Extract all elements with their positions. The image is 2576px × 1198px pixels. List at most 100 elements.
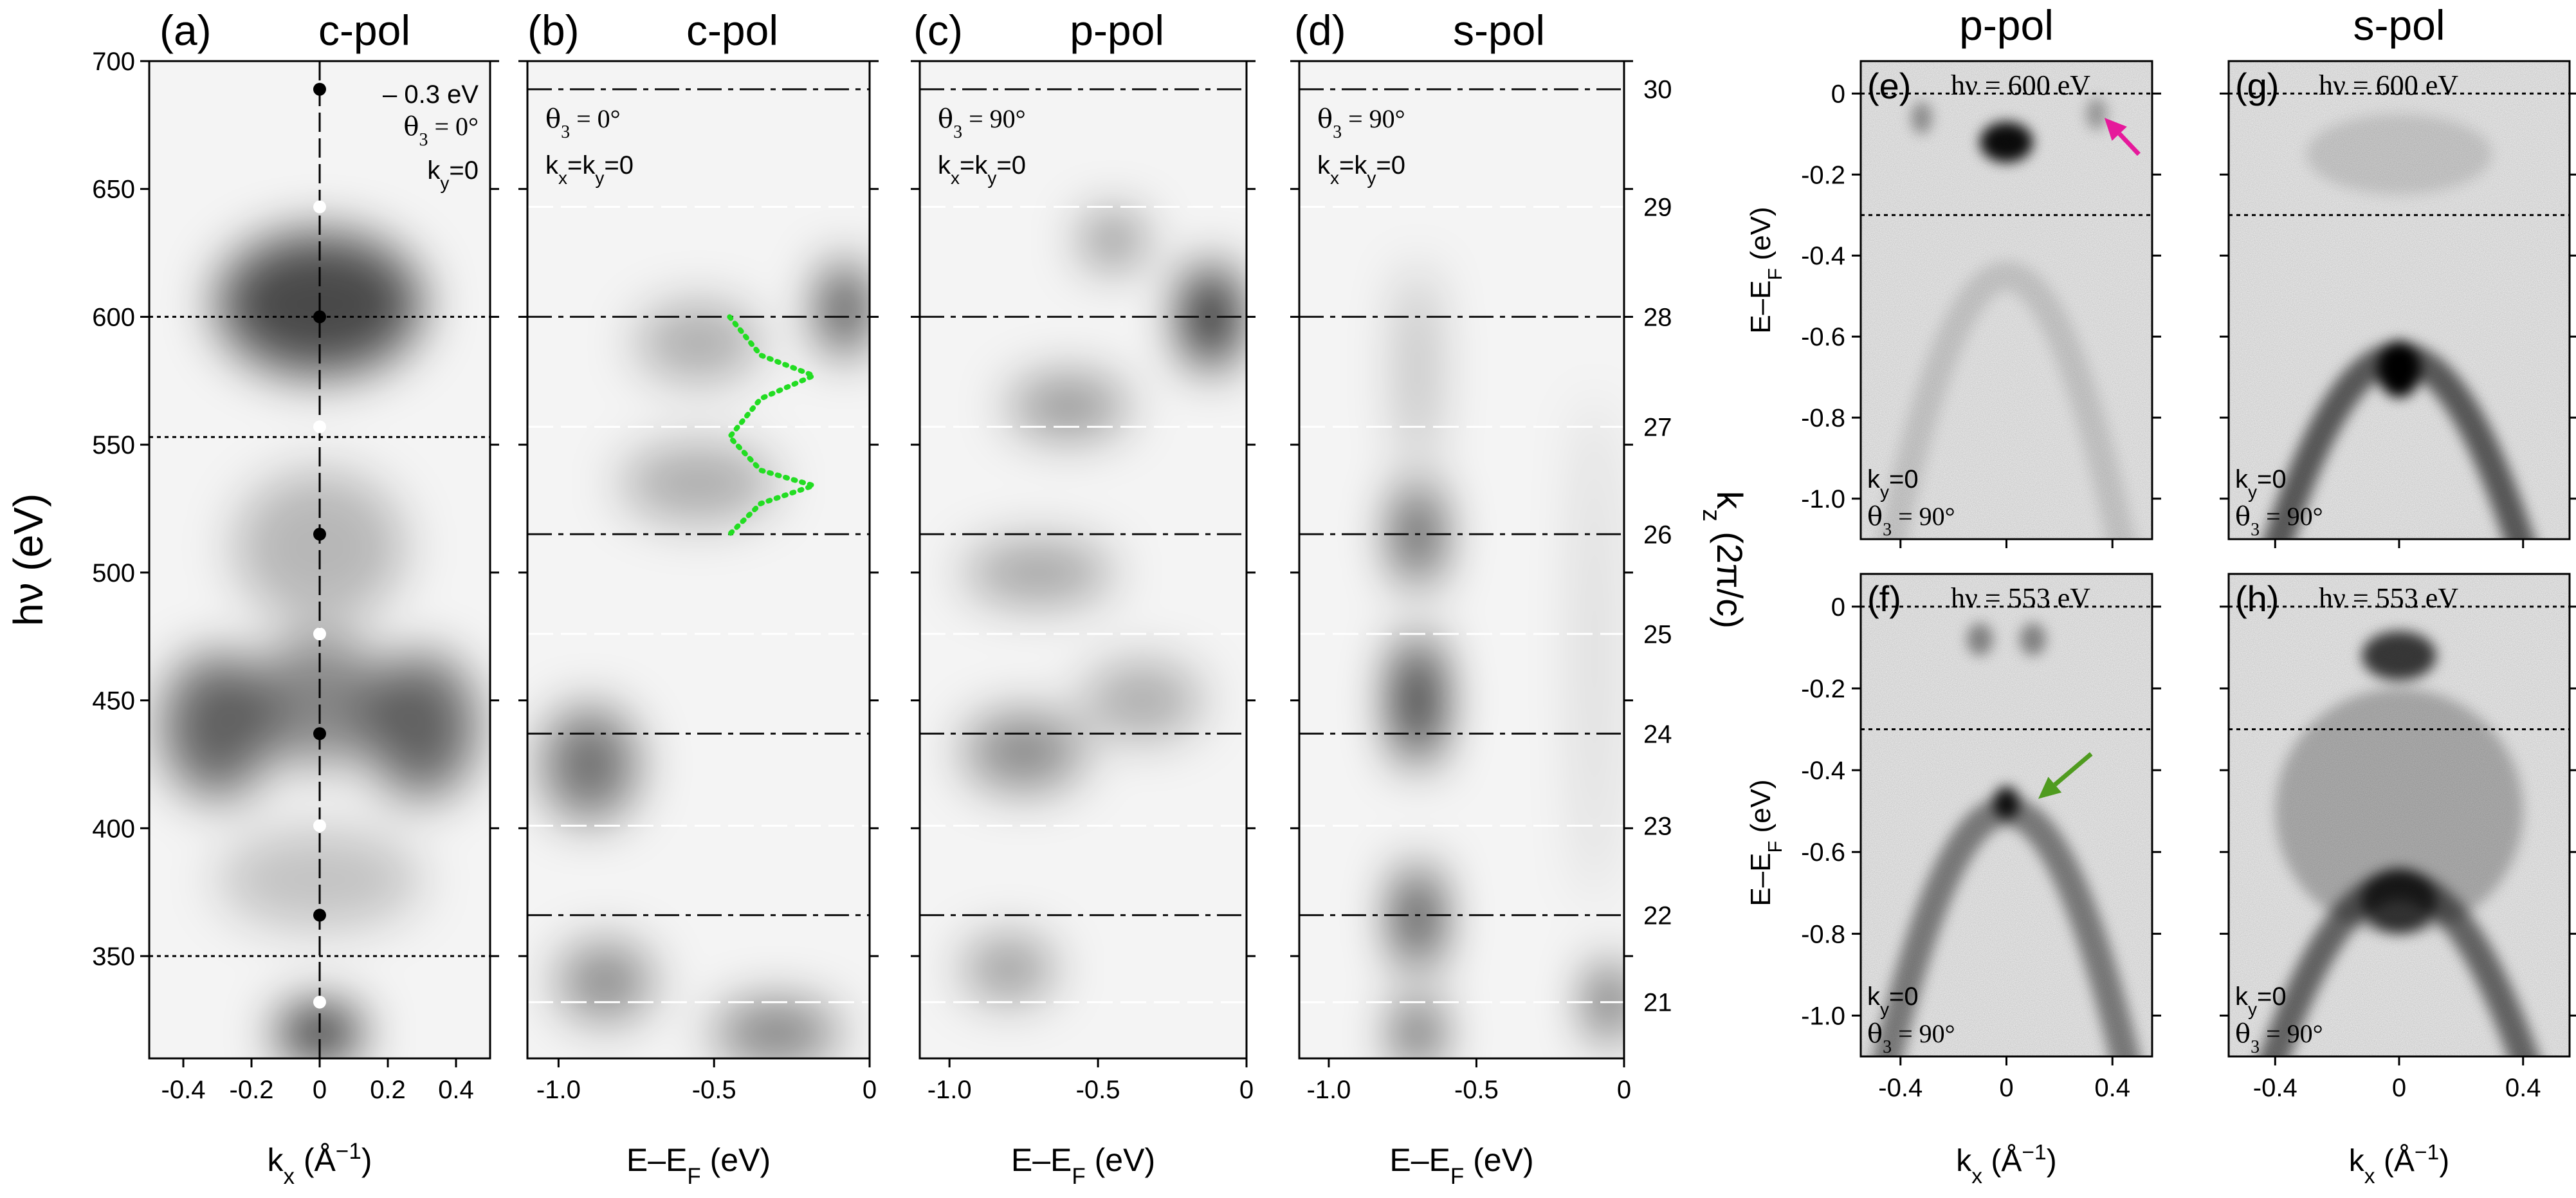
theta-annotation: θ3 = 90° [938,104,1026,142]
panel-a: -0.4 -0.2 0 0.2 0.4 350 400 450 500 550 600 650 700 h… [5,48,499,1189]
x-axis-title-part: x [2364,1165,2375,1188]
x-axis-title-part: ) [2439,1144,2449,1178]
ky-annotation-part: y [440,173,449,193]
y-axis-title-part: hν (eV) [5,493,51,626]
y-tick-label-part: 600 [92,303,135,331]
theta-annotation: θ3 = 90° [2235,1019,2323,1057]
y-tick-label-part: -1.0 [1801,485,1845,513]
x-tick-label: -0.5 [1076,1076,1120,1104]
x-axis-title-part: (Å [1982,1144,2022,1178]
kz-tick-label-part: 26 [1643,521,1672,549]
intensity-spot [1083,661,1202,739]
x-axis-title: kx (Å−1) [1956,1141,2056,1188]
y-tick-label: 550 [92,431,135,459]
y-tick-label: -0.4 [1801,242,1845,270]
noise-texture [2229,574,2570,1056]
intensity-spot [367,654,477,798]
intensity-layer [1396,265,1624,1058]
y-tick-label: 700 [92,48,135,76]
noise-texture [1861,61,2152,539]
kz-tick-label-part: 27 [1643,413,1672,441]
theta-annotation-part: 3 [419,130,428,150]
photon-energy: hν = 553 eV [1951,582,2090,614]
ky-annotation-part: =0 [449,156,479,185]
ky-annotation-part: y [2248,482,2257,502]
intensity-spot [163,654,272,798]
x-axis-title-part: (eV) [1086,1142,1155,1178]
theta-annotation-part: θ [1867,502,1883,531]
theta-annotation-part: = 90° [1892,502,1955,531]
intensity-spot [1396,636,1438,764]
x-axis-title: E–EF (eV) [1011,1142,1155,1189]
ky-annotation-part: y [2248,999,2257,1019]
panel-label-b-part: (b) [527,6,580,54]
intensity-spot [714,1002,839,1058]
y-tick-label: 0 [1831,80,1845,108]
panel-label-c-part: (c) [913,6,963,54]
panel-e-image [1861,61,2152,539]
theta-annotation-part: = 90° [2260,502,2323,531]
x-tick-label: -1.0 [536,1076,581,1104]
intensity-spot [1400,1002,1436,1058]
y-tick-label: 400 [92,815,135,843]
panel-label-h-part: (h) [2235,578,2279,619]
photon-energy-part: hν = 600 eV [1951,69,2090,101]
y-tick-label: 500 [92,559,135,587]
intensity-spot [964,713,1083,790]
x-tick-label-part: 0.2 [370,1076,406,1104]
x-tick-label-part: 0 [1239,1076,1254,1104]
x-tick-label-part: 0 [1617,1076,1631,1104]
panel-d-image [1299,61,1624,1058]
kz-tick-label: 21 [1643,989,1672,1017]
intensity-spot [1400,866,1436,969]
panel-label-d: (d) [1294,6,1346,54]
panel-f-image [1861,574,2152,1056]
x-tick-label: 0 [1239,1076,1254,1104]
theta-annotation-part: = 0° [570,104,621,133]
kz-tick-label: 23 [1643,812,1672,840]
theta-annotation-part: θ [2235,1019,2251,1049]
photon-energy: hν = 553 eV [2319,582,2458,614]
kz-dispersion-guide [727,314,816,537]
y-tick-label-part: -0.2 [1801,161,1845,189]
y-tick-label-part: 450 [92,687,135,715]
ky-annotation-part: y [1880,482,1889,502]
theta-annotation-part: θ [2235,502,2251,531]
photon-energy: hν = 600 eV [2319,69,2458,101]
x-tick-label: 0.4 [2505,1074,2541,1102]
noise-texture [1861,574,2152,1056]
ky-annotation-part: y [1880,999,1889,1019]
panel-label-f-part: (f) [1867,578,1901,619]
kz-tick-label-part: 24 [1643,720,1672,748]
x-tick-label-part: -0.5 [692,1076,736,1104]
y-tick-label: 350 [92,943,135,971]
panel-label-e: (e) [1867,66,1911,106]
x-axis-title-part: F [1450,1164,1464,1189]
panel-f: -0.4 0 0.40-0.2-0.4-0.6-0.8-1.0E–EF (eV)kx… [1745,573,2161,1188]
y-tick-label: -1.0 [1801,1002,1845,1030]
intensity-spot [1580,393,1610,905]
ky-annotation-part: k [1867,982,1881,1011]
k-annotation: kx=ky=0 [938,151,1026,188]
energy-annotation-part: – 0.3 eV [383,80,479,109]
x-tick-label: 0.4 [438,1076,474,1104]
theta-annotation-part: 3 [2251,520,2260,540]
y-tick-label-part: 350 [92,943,135,971]
y-tick-label-part: -0.4 [1801,757,1845,785]
kz-tick-label-part: 28 [1643,303,1672,331]
intensity-layer [163,232,477,1058]
y-tick-label: -0.2 [1801,675,1845,703]
x-tick-label-part: 0 [1999,1074,2013,1102]
y-tick-label: 650 [92,176,135,204]
kz-tick-label: 29 [1643,194,1672,222]
x-axis-title-part: −1 [2415,1141,2439,1165]
panel-b-image [527,61,870,1058]
x-axis-title-part: (eV) [1464,1142,1533,1178]
theta-annotation: θ3 = 90° [1317,104,1405,142]
kz-marker-dot [313,727,326,741]
theta-annotation: θ3 = 0° [545,104,621,142]
y-tick-label-part: -1.0 [1801,1002,1845,1030]
y-tick-label: -1.0 [1801,485,1845,513]
theta-annotation: θ3 = 90° [1867,502,1955,540]
kz-tick-label-part: 23 [1643,812,1672,840]
